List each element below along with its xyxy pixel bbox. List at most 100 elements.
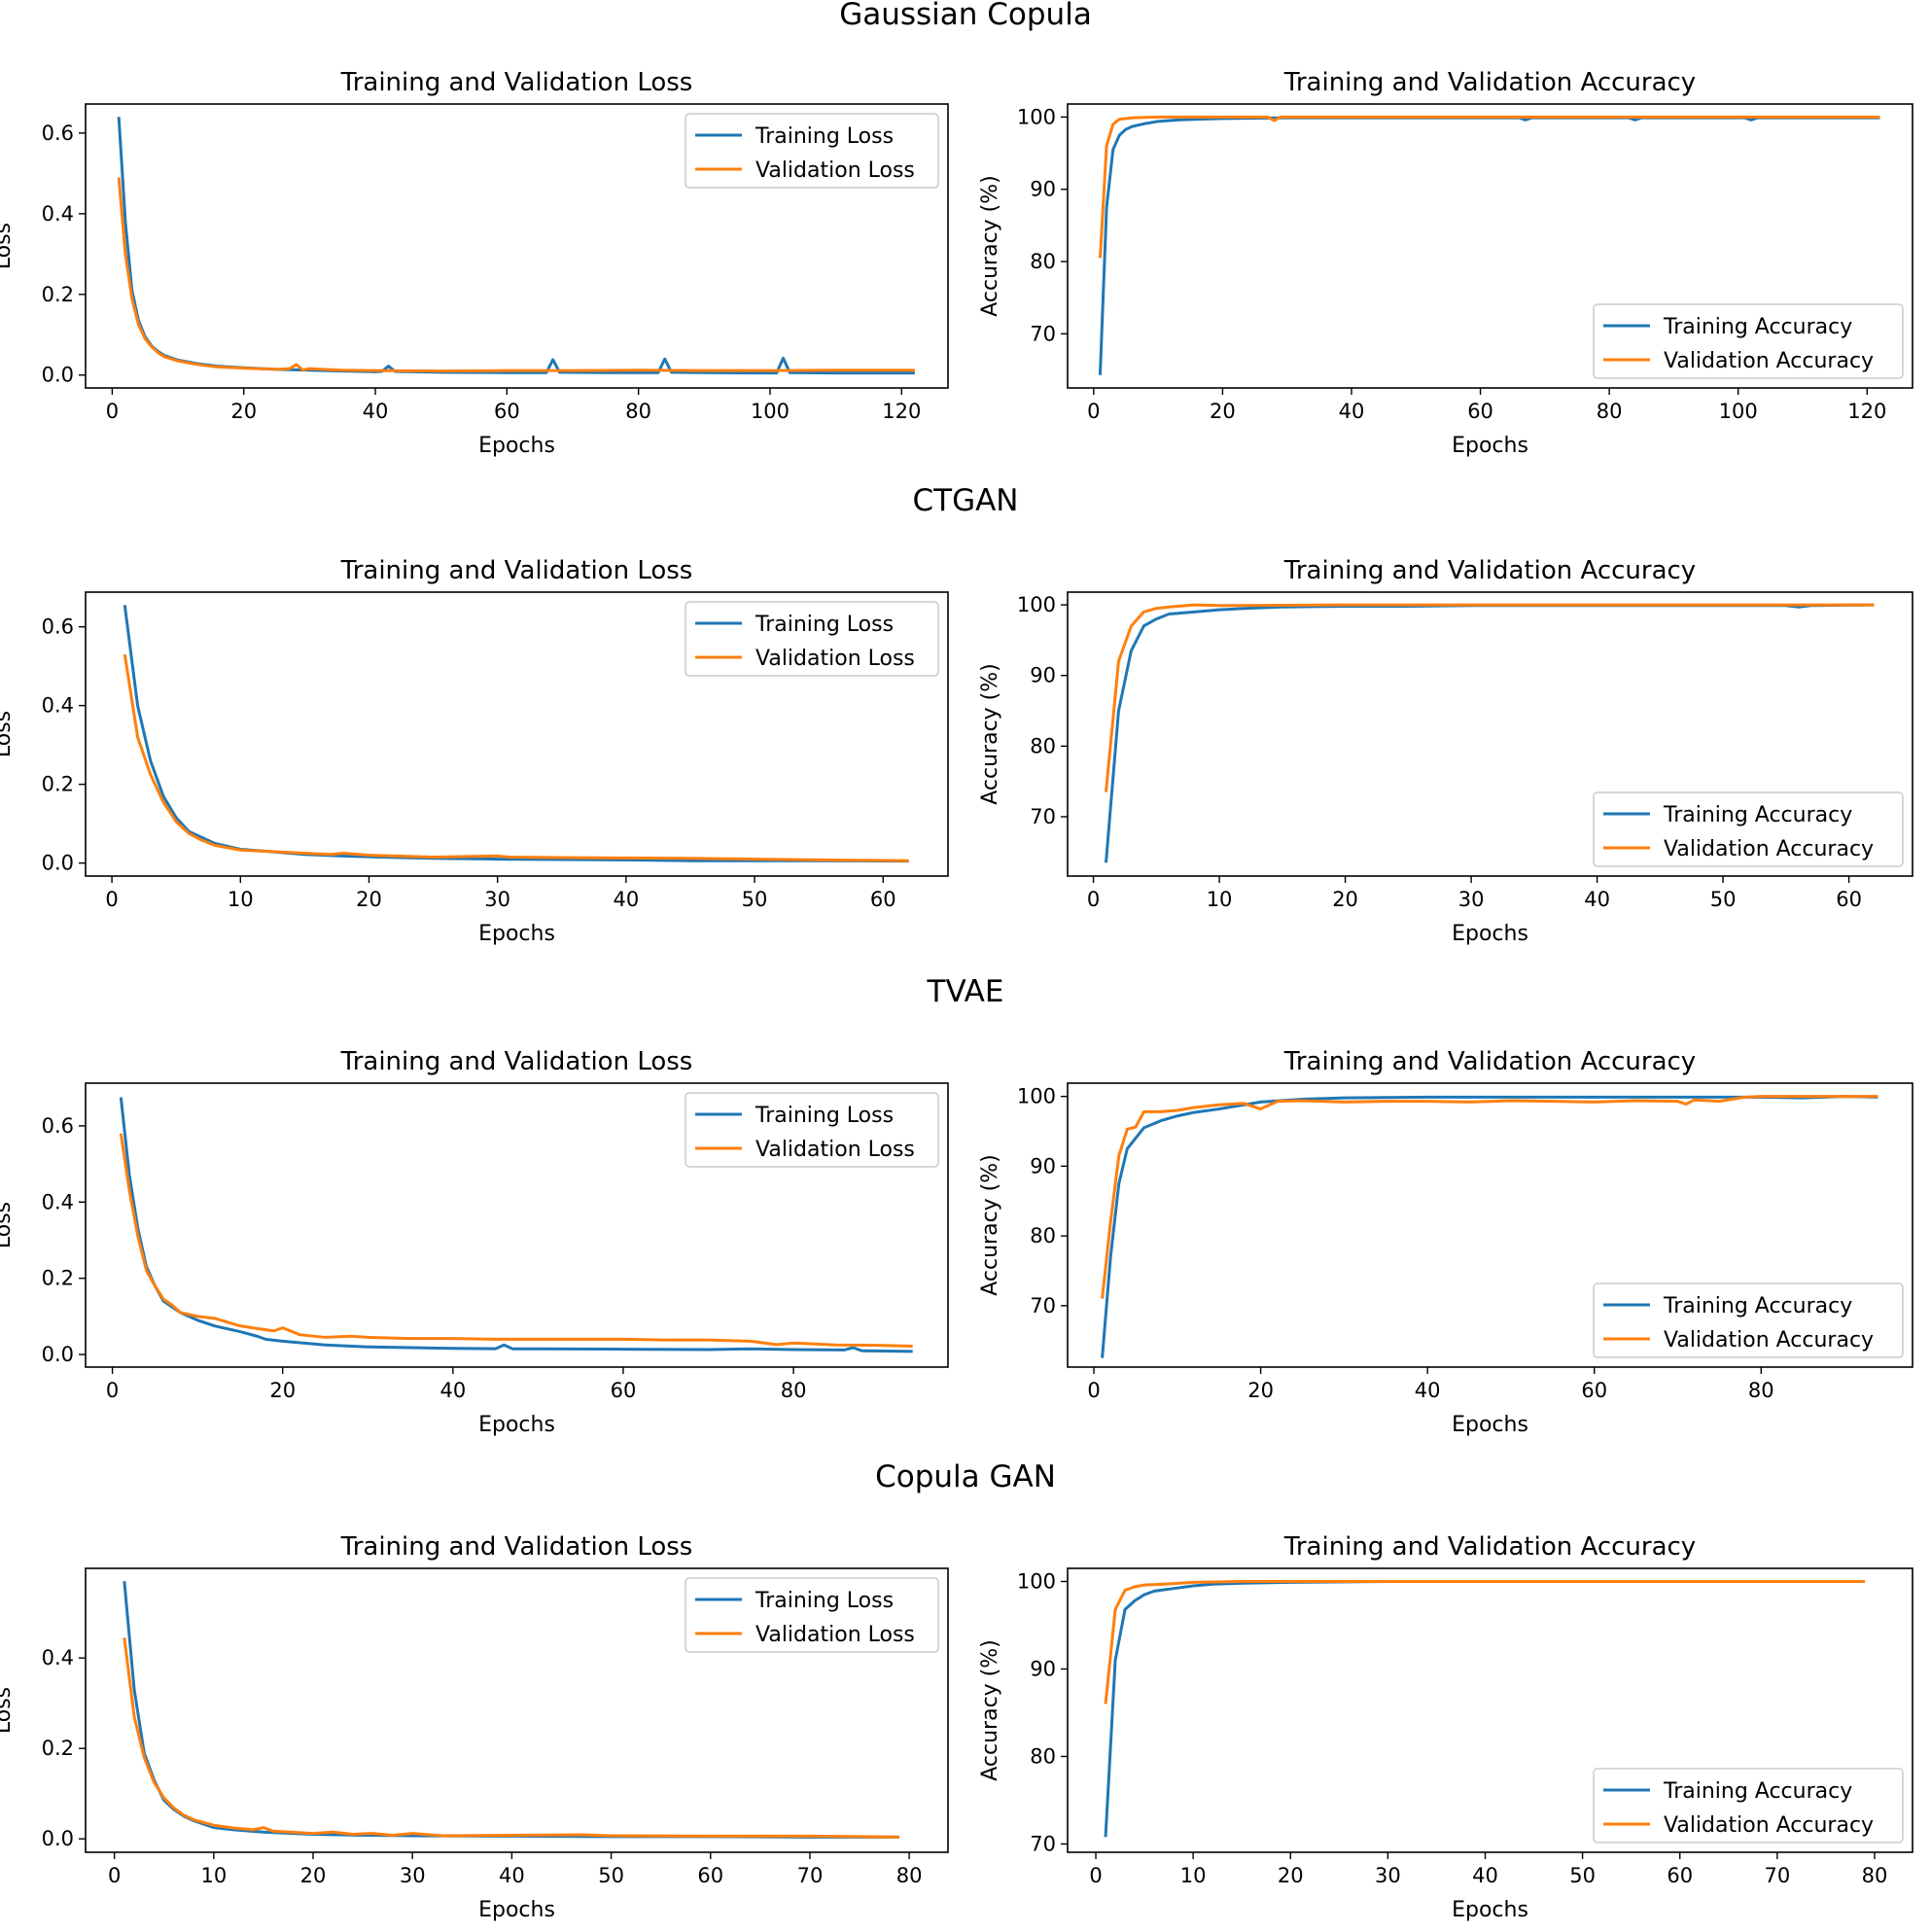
tvae-loss-xtick-label: 80	[781, 1379, 807, 1402]
gaussian-copula-loss-legend-label-validation: Validation Loss	[755, 158, 915, 183]
copula-gan-loss-legend-label-training: Training Loss	[755, 1589, 894, 1613]
tvae-loss-xtick-label: 20	[269, 1379, 296, 1402]
gaussian-copula-loss-xtick-label: 100	[751, 400, 790, 423]
ctgan-accuracy-xtick-label: 40	[1584, 888, 1610, 911]
copula-gan-accuracy-xtick-label: 70	[1764, 1864, 1790, 1887]
tvae-loss-ytick-label: 0.0	[42, 1343, 74, 1366]
tvae-accuracy-xlabel: Epochs	[1452, 1413, 1528, 1437]
copula-gan-loss-xlabel: Epochs	[478, 1898, 555, 1922]
gaussian-copula-loss-ytick-label: 0.2	[42, 283, 74, 306]
tvae-loss-legend-box	[685, 1092, 939, 1168]
tvae-accuracy-validation-line	[1101, 1095, 1878, 1299]
ctgan-loss-xtick-label: 60	[870, 888, 896, 911]
gaussian-copula-accuracy-xtick-label: 80	[1597, 400, 1623, 423]
gaussian-copula-loss-xtick-label: 80	[625, 400, 651, 423]
gaussian-copula-accuracy-xtick-label: 60	[1467, 400, 1493, 423]
copula-gan-loss-xtick-label: 70	[797, 1864, 824, 1887]
ctgan-loss-xlabel: Epochs	[478, 922, 555, 946]
gaussian-copula-accuracy-xtick-label: 20	[1210, 400, 1236, 423]
gaussian-copula-accuracy-ytick-label: 90	[1030, 178, 1056, 201]
ctgan-loss-legend-label-validation: Validation Loss	[755, 647, 915, 671]
copula-gan-loss-axes-frame	[85, 1567, 949, 1853]
copula-gan-loss-chart: Training and Validation Loss 0 10 20 30 40 50 6…	[0, 1532, 949, 1922]
tvae-loss-ytick-label: 0.6	[42, 1114, 74, 1138]
section-title-tvae: TVAE	[927, 974, 1004, 1009]
ctgan-loss-xtick-label: 20	[356, 888, 382, 911]
gaussian-copula-loss-title: Training and Validation Loss	[340, 68, 693, 97]
gaussian-copula-loss-xtick-label: 60	[494, 400, 520, 423]
ctgan-loss-title: Training and Validation Loss	[340, 556, 693, 585]
tvae-loss-title: Training and Validation Loss	[340, 1047, 693, 1076]
copula-gan-loss-xtick-label: 10	[200, 1864, 227, 1887]
gaussian-copula-loss-axes-frame	[85, 103, 949, 389]
ctgan-loss-xtick-label: 50	[742, 888, 768, 911]
ctgan-accuracy-title: Training and Validation Accuracy	[1283, 556, 1696, 585]
gaussian-copula-loss-chart: Training and Validation Loss 0 20 40 60 80 100…	[0, 68, 949, 458]
gaussian-copula-accuracy-axes-frame	[1067, 103, 1913, 389]
copula-gan-accuracy-ytick-label: 80	[1030, 1744, 1056, 1768]
ctgan-accuracy-ytick-label: 90	[1030, 664, 1056, 687]
tvae-loss-ylabel: Loss	[0, 1202, 16, 1248]
gaussian-copula-accuracy-validation-line	[1098, 115, 1880, 259]
copula-gan-accuracy-legend-label-validation: Validation Accuracy	[1664, 1813, 1874, 1838]
copula-gan-loss-xtick-label: 60	[697, 1864, 723, 1887]
tvae-accuracy-ytick-label: 70	[1030, 1294, 1056, 1317]
gaussian-copula-accuracy-xtick-label: 40	[1339, 400, 1365, 423]
ctgan-loss-legend-box	[685, 601, 939, 677]
gaussian-copula-accuracy-legend-box	[1593, 303, 1904, 379]
tvae-accuracy-xtick-label: 20	[1247, 1379, 1274, 1402]
gaussian-copula-loss-ytick-label: 0.6	[42, 122, 74, 145]
tvae-accuracy-title: Training and Validation Accuracy	[1283, 1047, 1696, 1076]
gaussian-copula-loss-xlabel: Epochs	[478, 434, 555, 458]
copula-gan-loss-legend-label-validation: Validation Loss	[755, 1623, 915, 1647]
gaussian-copula-accuracy-title: Training and Validation Accuracy	[1283, 68, 1696, 97]
section-title-ctgan: CTGAN	[912, 483, 1019, 518]
copula-gan-accuracy-title: Training and Validation Accuracy	[1283, 1532, 1696, 1562]
ctgan-loss-xtick-label: 10	[228, 888, 254, 911]
copula-gan-accuracy-xtick-label: 60	[1667, 1864, 1693, 1887]
ctgan-accuracy-xtick-label: 0	[1087, 888, 1100, 911]
tvae-loss-ytick-label: 0.2	[42, 1267, 74, 1290]
copula-gan-accuracy-xtick-label: 80	[1862, 1864, 1888, 1887]
copula-gan-accuracy-axes-frame	[1067, 1567, 1913, 1853]
tvae-loss-xtick-label: 60	[611, 1379, 637, 1402]
copula-gan-loss-xtick-label: 80	[896, 1864, 923, 1887]
ctgan-loss-legend-label-training: Training Loss	[755, 613, 894, 637]
copula-gan-accuracy-xtick-label: 20	[1278, 1864, 1304, 1887]
tvae-accuracy-xtick-label: 60	[1581, 1379, 1607, 1402]
tvae-loss-legend-label-training: Training Loss	[755, 1104, 894, 1128]
tvae-loss-xlabel: Epochs	[478, 1413, 555, 1437]
copula-gan-accuracy-legend-label-training: Training Accuracy	[1663, 1779, 1852, 1804]
gaussian-copula-accuracy-legend-label-validation: Validation Accuracy	[1664, 349, 1874, 373]
copula-gan-loss-ylabel: Loss	[0, 1687, 16, 1734]
tvae-accuracy-ytick-label: 90	[1030, 1154, 1056, 1177]
copula-gan-accuracy-ylabel: Accuracy (%)	[978, 1639, 1002, 1781]
gaussian-copula-accuracy-xtick-label: 100	[1719, 400, 1758, 423]
tvae-accuracy-legend-label-validation: Validation Accuracy	[1664, 1328, 1874, 1352]
ctgan-accuracy-validation-line	[1105, 603, 1875, 792]
gaussian-copula-accuracy-ytick-label: 70	[1030, 322, 1056, 345]
copula-gan-loss-xtick-label: 40	[499, 1864, 525, 1887]
ctgan-accuracy-ytick-label: 80	[1030, 734, 1056, 757]
tvae-loss-chart: Training and Validation Loss 0 20 40 60 80 0.0…	[0, 1047, 949, 1437]
section-title-copula-gan: Copula GAN	[875, 1459, 1056, 1494]
ctgan-loss-chart: Training and Validation Loss 0 10 20 30 40 50 6…	[0, 556, 949, 946]
ctgan-accuracy-legend-label-training: Training Accuracy	[1663, 803, 1852, 827]
ctgan-loss-ylabel: Loss	[0, 711, 16, 757]
copula-gan-accuracy-legend-box	[1593, 1768, 1904, 1844]
tvae-loss-validation-line	[119, 1133, 913, 1348]
ctgan-accuracy-ylabel: Accuracy (%)	[978, 663, 1002, 805]
copula-gan-accuracy-validation-line	[1104, 1580, 1865, 1704]
gaussian-copula-accuracy-xtick-label: 0	[1087, 400, 1100, 423]
ctgan-accuracy-chart: Training and Validation Accuracy 0 10 20 30 4…	[978, 556, 1913, 946]
ctgan-accuracy-xtick-label: 20	[1332, 888, 1358, 911]
ctgan-loss-xtick-label: 40	[613, 888, 639, 911]
tvae-accuracy-legend-label-training: Training Accuracy	[1663, 1294, 1852, 1318]
section-title-gaussian-copula: Gaussian Copula	[839, 0, 1092, 32]
ctgan-loss-validation-line	[123, 653, 909, 862]
gaussian-copula-loss-legend: Training Loss Validation Loss	[685, 113, 939, 189]
copula-gan-loss-xtick-label: 20	[300, 1864, 327, 1887]
copula-gan-loss-xtick-label: 30	[400, 1864, 426, 1887]
tvae-accuracy-chart: Training and Validation Accuracy 0 20 40 60 8…	[978, 1047, 1913, 1437]
